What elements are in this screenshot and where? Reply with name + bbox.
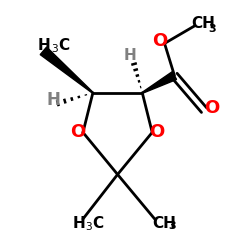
Text: O: O — [204, 99, 219, 117]
Polygon shape — [40, 47, 93, 93]
Text: 3: 3 — [208, 24, 216, 34]
Text: H: H — [38, 38, 51, 54]
Text: H: H — [73, 216, 86, 232]
Text: O: O — [150, 124, 165, 142]
Text: O: O — [152, 32, 167, 50]
Text: CH: CH — [152, 216, 176, 232]
Text: $_3$C: $_3$C — [86, 214, 105, 233]
Text: $_3$C: $_3$C — [51, 36, 70, 55]
Text: 3: 3 — [168, 221, 176, 231]
Text: H: H — [46, 91, 60, 109]
Text: H: H — [124, 48, 136, 63]
Text: O: O — [70, 124, 86, 142]
Polygon shape — [142, 72, 176, 93]
Text: CH: CH — [192, 16, 216, 31]
